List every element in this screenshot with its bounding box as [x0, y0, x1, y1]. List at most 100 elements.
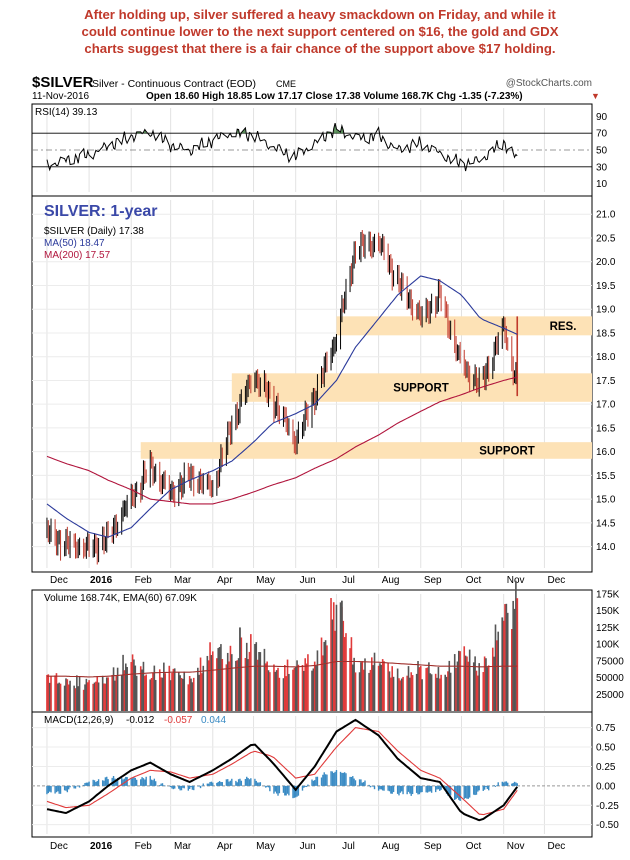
macd-histogram-bar: [239, 778, 241, 786]
macd-histogram-bar: [159, 785, 161, 786]
volume-bar: [160, 677, 162, 711]
volume-bar: [256, 659, 259, 711]
macd-histogram-bar: [95, 781, 97, 786]
macd-histogram-bar: [190, 785, 192, 788]
macd-histogram-bar: [217, 782, 219, 786]
macd-histogram-bar: [210, 781, 213, 786]
macd-histogram-bar: [134, 777, 137, 786]
volume-bar: [512, 600, 514, 711]
macd-histogram-bar: [97, 779, 100, 786]
macd-histogram-bar: [483, 785, 486, 790]
volume-bar: [506, 612, 509, 711]
volume-bar: [235, 660, 237, 711]
macd-tick-label: 0.75: [596, 723, 616, 734]
macd-histogram-bar: [320, 777, 323, 786]
macd-histogram-bar: [444, 785, 446, 791]
volume-bar: [209, 642, 211, 711]
volume-bar: [379, 663, 381, 711]
volume-bar: [226, 652, 229, 711]
x-tick-label: Dec: [50, 575, 68, 586]
volume-bar: [225, 664, 228, 711]
volume-bar: [190, 678, 192, 711]
volume-bar: [269, 672, 271, 711]
macd-histogram-bar: [187, 785, 190, 791]
macd-histogram-bar: [429, 785, 431, 792]
macd-histogram-bar: [322, 774, 324, 786]
volume-bar: [124, 663, 127, 711]
macd-histogram-bar: [354, 780, 357, 786]
macd-histogram-bar: [178, 785, 180, 789]
price-legend-ma200: MA(200) 17.57: [44, 250, 111, 261]
macd-histogram-bar: [342, 772, 344, 786]
x-tick-label: Jun: [300, 575, 316, 586]
macd-histogram-bar: [406, 785, 408, 795]
volume-bar: [245, 642, 248, 711]
zone-label: SUPPORT: [479, 445, 535, 457]
macd-histogram-bar: [259, 782, 262, 786]
macd-histogram-bar: [307, 784, 309, 786]
volume-bar: [360, 662, 362, 711]
zone-band: [140, 442, 593, 459]
volume-bar: [444, 674, 447, 711]
macd-histogram-bar: [439, 785, 441, 791]
macd-line: [46, 718, 519, 822]
volume-bar: [187, 684, 190, 711]
volume-bar: [211, 651, 214, 711]
volume-bar: [50, 676, 52, 711]
volume-bar: [388, 671, 391, 711]
macd-histogram-bar: [229, 780, 232, 786]
volume-bar: [85, 678, 88, 711]
volume-bar: [511, 629, 513, 711]
macd-histogram-bar: [96, 780, 98, 786]
volume-bar: [351, 664, 354, 711]
volume-bar: [371, 657, 373, 711]
volume-bar: [277, 667, 279, 711]
volume-bar: [286, 659, 289, 711]
volume-bar: [95, 681, 97, 711]
macd-histogram-bar: [247, 778, 249, 786]
macd-histogram-bar: [160, 783, 162, 786]
volume-bar: [377, 665, 380, 711]
volume-bar: [504, 604, 506, 711]
volume-bar: [350, 637, 353, 711]
headline: After holding up, silver suffered a heav…: [40, 6, 600, 57]
volume-bar: [210, 655, 213, 711]
macd-histogram-bar: [456, 785, 459, 798]
volume-tick-label: 100K: [596, 640, 620, 651]
macd-histogram-bar: [103, 780, 105, 786]
volume-bar: [426, 667, 429, 711]
macd-histogram-bar: [474, 785, 476, 796]
macd-histogram-bar: [154, 781, 157, 786]
macd-histogram-bar: [263, 785, 266, 787]
macd-histogram-bar: [256, 782, 259, 786]
volume-bar: [65, 678, 67, 711]
volume-bar: [69, 680, 71, 711]
chart-title: SILVER: 1-year: [44, 203, 158, 220]
price-legend-ma50: MA(50) 18.47: [44, 238, 105, 249]
x-tick-label: 2016: [90, 575, 113, 586]
volume-bar: [320, 637, 323, 711]
volume-bar: [197, 667, 199, 711]
volume-bar: [428, 662, 430, 711]
macd-histogram-bar: [78, 785, 81, 788]
volume-bar: [358, 672, 361, 711]
chart-symbol: $SILVER: [32, 74, 94, 91]
volume-bar: [182, 678, 184, 711]
volume-bar: [331, 619, 334, 711]
volume-bar: [372, 665, 374, 711]
volume-bar: [266, 661, 268, 711]
rsi-tick-label: 70: [596, 129, 608, 140]
macd-histogram-bar: [59, 785, 62, 794]
macd-histogram-bar: [312, 780, 315, 786]
macd-histogram-bar: [142, 778, 145, 786]
volume-bar: [324, 640, 327, 711]
macd-histogram-bar: [485, 785, 487, 788]
macd-histogram-bar: [126, 777, 128, 786]
volume-bar: [456, 661, 459, 711]
volume-bar: [459, 651, 461, 711]
volume-bar: [145, 674, 147, 711]
macd-histogram-bar: [297, 785, 300, 796]
volume-bar: [448, 660, 451, 711]
rsi-legend: RSI(14) 39.13: [35, 107, 98, 118]
macd-histogram-bar: [101, 780, 104, 786]
